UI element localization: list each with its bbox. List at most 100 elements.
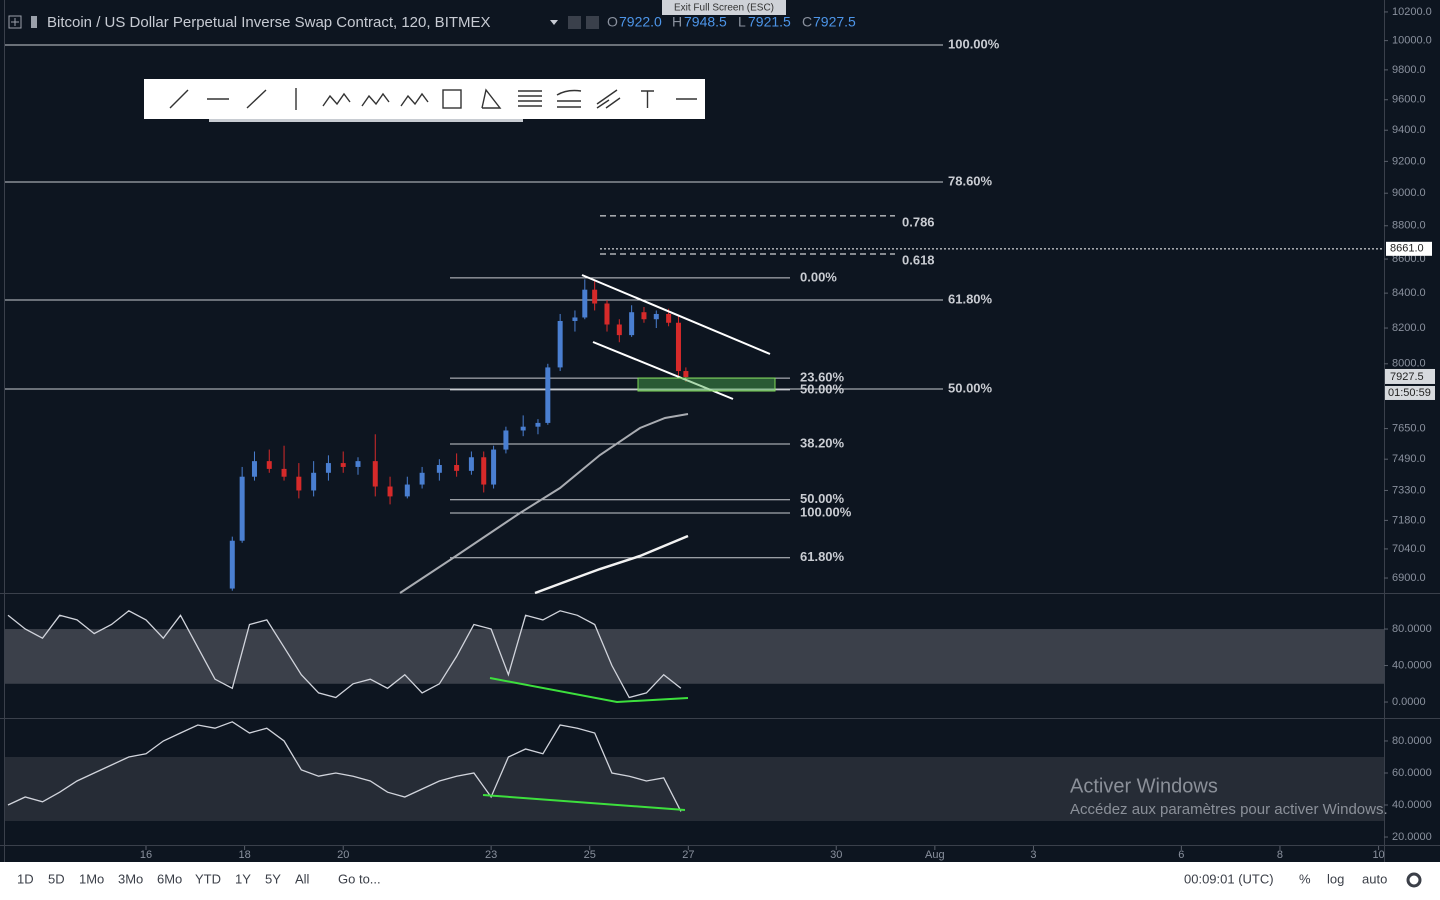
period-button[interactable]: 1Mo bbox=[79, 871, 104, 886]
tool-gann[interactable] bbox=[596, 89, 621, 109]
fib-label: 38.20% bbox=[800, 435, 845, 450]
ohlc-value: 7921.5 bbox=[748, 14, 791, 30]
candle-body bbox=[404, 484, 410, 497]
candle-body bbox=[436, 465, 442, 473]
candle-body bbox=[266, 461, 272, 469]
y-tick-label: 10000.0 bbox=[1392, 35, 1432, 47]
tool-pattern[interactable] bbox=[322, 92, 351, 107]
y-tick-label: 9000.0 bbox=[1392, 187, 1426, 199]
ohlc-label: H bbox=[672, 14, 682, 30]
ohlc-value: 7927.5 bbox=[813, 14, 856, 30]
x-tick-label: 18 bbox=[238, 849, 250, 861]
tool-fib[interactable] bbox=[518, 90, 542, 107]
period-button[interactable]: 1D bbox=[17, 871, 34, 886]
candle-body bbox=[468, 457, 474, 471]
last-price-tag bbox=[1385, 368, 1435, 384]
y-tick-label: 60.0000 bbox=[1392, 767, 1432, 779]
divergence-line bbox=[482, 794, 686, 811]
dropdown-caret[interactable] bbox=[550, 20, 558, 25]
x-tick-label: 30 bbox=[830, 849, 842, 861]
settings-gear[interactable] bbox=[1406, 872, 1422, 888]
candle-body bbox=[239, 476, 245, 541]
fib-label: 0.786 bbox=[902, 214, 935, 229]
y-tick-label: 7330.0 bbox=[1392, 484, 1426, 496]
candle-body bbox=[629, 312, 635, 336]
candle-body bbox=[481, 457, 487, 485]
y-tick-label: 10200.0 bbox=[1392, 6, 1432, 18]
period-button[interactable]: 3Mo bbox=[118, 871, 143, 886]
period-button[interactable]: 5D bbox=[48, 871, 65, 886]
fib-label: 50.00% bbox=[800, 381, 845, 396]
y-tick-label: 7180.0 bbox=[1392, 514, 1426, 526]
y-tick-label: 7040.0 bbox=[1392, 543, 1426, 555]
tool-pattern[interactable] bbox=[361, 92, 390, 107]
y-tick-label: 20.0000 bbox=[1392, 831, 1432, 843]
y-tick-label: 7490.0 bbox=[1392, 453, 1426, 465]
scale-option[interactable]: auto bbox=[1362, 871, 1387, 886]
candle-body bbox=[557, 320, 563, 368]
tool-pattern[interactable] bbox=[400, 92, 429, 107]
candle-body bbox=[683, 371, 689, 377]
candle-body bbox=[503, 430, 509, 450]
y-tick-label: 8000.0 bbox=[1392, 358, 1426, 370]
tool-trendline[interactable] bbox=[169, 89, 189, 109]
candle-body bbox=[296, 476, 302, 491]
fib-label: 61.80% bbox=[948, 291, 993, 306]
x-tick-label: 20 bbox=[337, 849, 349, 861]
y-tick-label: 9800.0 bbox=[1392, 64, 1426, 76]
y-tick-label: 40.0000 bbox=[1392, 659, 1432, 671]
y-tick-label: 80.0000 bbox=[1392, 623, 1432, 635]
scale-option[interactable]: % bbox=[1299, 871, 1311, 886]
candle-body bbox=[454, 465, 460, 471]
candle-body bbox=[666, 313, 672, 323]
candle-body bbox=[535, 422, 541, 427]
x-tick-label: 8 bbox=[1277, 849, 1283, 861]
period-button[interactable]: 1Y bbox=[235, 871, 251, 886]
oscillator-band bbox=[5, 629, 1384, 684]
tool-text[interactable] bbox=[641, 90, 654, 108]
ohlc-label: L bbox=[738, 14, 746, 30]
tool-triangle[interactable] bbox=[481, 88, 502, 109]
candle-body bbox=[311, 472, 317, 491]
scale-option[interactable]: log bbox=[1327, 871, 1344, 886]
clock: 00:09:01 (UTC) bbox=[1184, 871, 1274, 886]
y-tick-label: 9600.0 bbox=[1392, 94, 1426, 106]
alert-tag bbox=[1386, 241, 1432, 256]
goto-button[interactable]: Go to... bbox=[338, 871, 381, 886]
candle-body bbox=[545, 367, 551, 423]
symbol-icon bbox=[31, 16, 37, 28]
symbol-title[interactable]: Bitcoin / US Dollar Perpetual Inverse Sw… bbox=[47, 14, 491, 31]
ohlc-label: O bbox=[607, 14, 618, 30]
expand-icon[interactable] bbox=[8, 15, 22, 29]
period-button[interactable]: YTD bbox=[195, 871, 221, 886]
fib-label: 61.80% bbox=[800, 549, 845, 564]
chart-layers: 10200.0 10000.0 9800.0 9600.0 9400.0 9200.0 90… bbox=[5, 6, 1435, 861]
channel-line bbox=[581, 274, 771, 355]
candle-body bbox=[372, 461, 378, 487]
y-tick-label: 9200.0 bbox=[1392, 155, 1426, 167]
period-button[interactable]: All bbox=[295, 871, 310, 886]
y-tick-label: 9400.0 bbox=[1392, 124, 1426, 136]
y-tick-label: 40.0000 bbox=[1392, 799, 1432, 811]
fib-label: 0.618 bbox=[902, 252, 935, 267]
tool-rectangle[interactable] bbox=[442, 89, 462, 109]
exit-fullscreen-badge[interactable] bbox=[662, 0, 786, 15]
x-tick-label: 23 bbox=[485, 849, 497, 861]
ohlc-value: 7922.0 bbox=[619, 14, 662, 30]
period-button[interactable]: 6Mo bbox=[157, 871, 182, 886]
x-tick-label: 16 bbox=[140, 849, 152, 861]
x-tick-label: Aug bbox=[925, 849, 945, 861]
period-button[interactable]: 5Y bbox=[265, 871, 281, 886]
last-price: 7927.5 bbox=[1390, 371, 1424, 383]
candle-body bbox=[419, 472, 425, 485]
ohlc: O 7922.0 H 7948.5 L 7921.5 C 7927.5 bbox=[607, 14, 856, 30]
tool-fib-fan[interactable] bbox=[556, 89, 582, 108]
tool-arrow[interactable] bbox=[246, 89, 267, 109]
settings-icon[interactable] bbox=[586, 16, 599, 29]
exit-fullscreen[interactable]: Exit Full Screen (ESC) bbox=[674, 3, 774, 14]
visibility-icon[interactable] bbox=[568, 16, 581, 29]
candle-body bbox=[604, 303, 610, 325]
candle-body bbox=[520, 426, 526, 431]
